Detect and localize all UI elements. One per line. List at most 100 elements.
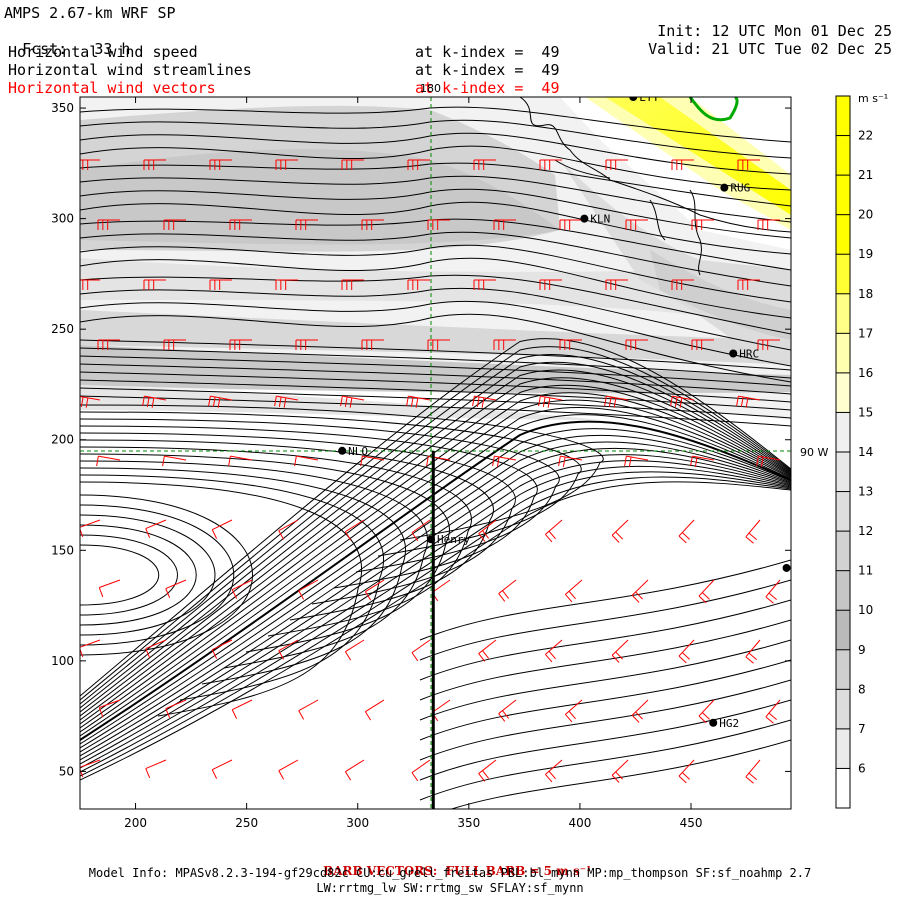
x-tick-label: 350 bbox=[457, 816, 480, 830]
wind-barb bbox=[545, 639, 563, 655]
wind-barb bbox=[145, 639, 167, 650]
station-label: NLO bbox=[348, 445, 368, 458]
streamline bbox=[80, 411, 582, 557]
wind-barb bbox=[278, 759, 299, 772]
wind-barb bbox=[276, 395, 299, 401]
x-tick-label: 250 bbox=[235, 816, 258, 830]
wind-barb-flag bbox=[756, 456, 759, 467]
wind-barb-flag bbox=[615, 771, 623, 780]
wind-barb-flag bbox=[701, 712, 710, 720]
wind-barb-flag bbox=[344, 531, 352, 541]
wind-barb bbox=[342, 395, 365, 401]
streamline bbox=[80, 347, 791, 379]
station-dot bbox=[782, 563, 791, 572]
wind-barb-flag bbox=[340, 396, 343, 407]
wind-barb bbox=[745, 759, 761, 778]
streamline bbox=[419, 579, 791, 661]
wind-barb bbox=[408, 395, 431, 401]
wind-barb-flag bbox=[760, 456, 764, 467]
wind-barb-flag bbox=[151, 397, 155, 408]
wind-barb-flag bbox=[615, 531, 623, 540]
wind-barb bbox=[278, 519, 299, 532]
streamline bbox=[80, 460, 428, 669]
wind-barb bbox=[345, 639, 365, 653]
wind-barb-flag bbox=[562, 456, 566, 467]
station-label: KLN bbox=[590, 213, 610, 226]
streamline bbox=[80, 434, 791, 749]
streamline bbox=[80, 244, 791, 303]
streamline bbox=[80, 274, 791, 335]
wind-barb-flag bbox=[698, 595, 707, 604]
streamline bbox=[80, 481, 363, 717]
streamline bbox=[80, 369, 791, 713]
streamline bbox=[80, 119, 791, 159]
wind-barb-flag bbox=[482, 650, 490, 659]
wind-barb-flag bbox=[690, 456, 693, 467]
wind-barb-flag bbox=[745, 536, 754, 544]
wind-barb-flag bbox=[631, 714, 640, 723]
forecast-label: Fcst: bbox=[22, 40, 68, 58]
wind-barb-flag bbox=[748, 532, 757, 540]
streamline bbox=[419, 559, 791, 641]
field-name-3: Horizontal wind vectors bbox=[8, 79, 216, 97]
streamline bbox=[80, 106, 791, 143]
streamline bbox=[80, 441, 791, 753]
wind-barb bbox=[745, 519, 761, 538]
wind-barb-flag bbox=[748, 772, 757, 780]
colorbar-segment bbox=[836, 610, 850, 650]
wind-barb bbox=[232, 579, 253, 591]
wind-barb-flag bbox=[481, 397, 485, 408]
colorbar-segment bbox=[836, 531, 850, 571]
meridian-label: 180 bbox=[420, 82, 441, 95]
streamline bbox=[80, 346, 791, 701]
colorbar-segment bbox=[836, 372, 850, 413]
wind-barb bbox=[626, 455, 649, 461]
wind-barb-flag bbox=[745, 397, 749, 408]
wind-barb-flag bbox=[274, 396, 277, 407]
wind-barb bbox=[345, 759, 365, 773]
wind-barb-flag bbox=[635, 711, 643, 720]
streamline bbox=[80, 338, 791, 697]
wind-barb bbox=[145, 759, 167, 770]
colorbar-segment bbox=[836, 175, 850, 215]
colorbar-label: 8 bbox=[858, 682, 866, 696]
wind-barb bbox=[345, 519, 365, 533]
wind-barb-flag bbox=[80, 527, 84, 538]
y-tick-label: 300 bbox=[51, 212, 74, 226]
wind-barb-flag bbox=[80, 767, 84, 778]
colorbar-segment bbox=[836, 452, 850, 492]
wind-barb bbox=[411, 759, 431, 774]
streamline bbox=[80, 447, 791, 757]
wind-barb-flag bbox=[765, 716, 774, 724]
colorbar-segment bbox=[836, 135, 850, 176]
wind-barb-flag bbox=[211, 529, 218, 539]
field-level-1: at k-index = 49 bbox=[415, 43, 560, 61]
wind-barb bbox=[210, 395, 233, 401]
field-level-3: at k-index = 49 bbox=[415, 79, 560, 97]
wind-barb-flag bbox=[211, 649, 218, 659]
wind-barb-flag bbox=[698, 715, 707, 724]
wind-barb bbox=[698, 699, 715, 717]
wind-barb-flag bbox=[349, 397, 353, 408]
streamline bbox=[80, 465, 791, 769]
wind-barb bbox=[498, 699, 517, 714]
wind-barb-flag bbox=[547, 397, 551, 408]
wind-barb-flag bbox=[681, 652, 690, 660]
barb-note-text: BARB VECTORS: FULL BARB = 5 m s⁻¹ bbox=[323, 864, 592, 878]
wind-barb bbox=[698, 579, 715, 597]
wind-barb-flag bbox=[298, 710, 305, 720]
wind-barb bbox=[99, 699, 121, 708]
init-value: 12 UTC Mon 01 Dec 25 bbox=[711, 22, 892, 40]
streamline bbox=[419, 679, 791, 761]
wind-barb bbox=[365, 579, 385, 593]
wind-barb-flag bbox=[406, 396, 409, 407]
station-label: Henry bbox=[437, 533, 470, 546]
wind-barb bbox=[478, 519, 497, 534]
colorbar-label: 10 bbox=[858, 603, 873, 617]
streamline bbox=[80, 406, 791, 733]
wind-barb bbox=[611, 519, 629, 536]
y-tick-label: 250 bbox=[51, 322, 74, 336]
wind-barb-flag bbox=[502, 590, 510, 599]
x-tick-label: 300 bbox=[346, 816, 369, 830]
field-name-2: Horizontal wind streamlines bbox=[8, 61, 252, 79]
